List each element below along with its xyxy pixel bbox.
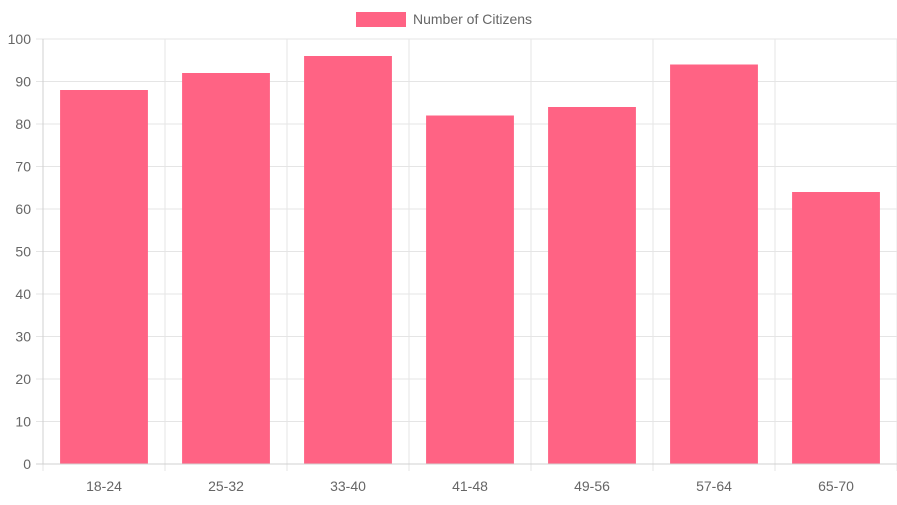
y-tick-label: 0 bbox=[23, 456, 31, 472]
axes bbox=[36, 39, 897, 465]
x-tick-label-33-40: 33-40 bbox=[330, 478, 366, 494]
y-tick-label: 100 bbox=[8, 31, 32, 47]
legend-swatch-number-of-citizens[interactable] bbox=[356, 12, 406, 27]
legend[interactable]: Number of Citizens bbox=[356, 11, 532, 27]
x-tick-label-49-56: 49-56 bbox=[574, 478, 610, 494]
y-tick-label: 90 bbox=[15, 74, 31, 90]
bars bbox=[60, 56, 880, 464]
y-tick-label: 10 bbox=[15, 414, 31, 430]
bar-49-56[interactable] bbox=[548, 107, 636, 464]
x-tick-label-41-48: 41-48 bbox=[452, 478, 488, 494]
bar-18-24[interactable] bbox=[60, 90, 148, 464]
y-tick-label: 30 bbox=[15, 329, 31, 345]
y-tick-label: 70 bbox=[15, 159, 31, 175]
x-tick-label-18-24: 18-24 bbox=[86, 478, 122, 494]
bar-25-32[interactable] bbox=[182, 73, 270, 464]
y-tick-label: 40 bbox=[15, 286, 31, 302]
y-axis-ticks: 0 10 20 30 40 50 60 70 80 90 100 bbox=[8, 31, 32, 472]
y-tick-label: 20 bbox=[15, 371, 31, 387]
x-tick-label-25-32: 25-32 bbox=[208, 478, 244, 494]
bar-41-48[interactable] bbox=[426, 115, 514, 465]
bar-33-40[interactable] bbox=[304, 56, 392, 464]
y-tick-label: 50 bbox=[15, 244, 31, 260]
x-axis-ticks: 18-24 25-32 33-40 41-48 49-56 57-64 65-70 bbox=[86, 478, 854, 494]
y-tick-label: 60 bbox=[15, 201, 31, 217]
legend-label-number-of-citizens[interactable]: Number of Citizens bbox=[413, 11, 532, 27]
x-tick-label-65-70: 65-70 bbox=[818, 478, 854, 494]
bar-57-64[interactable] bbox=[670, 64, 758, 465]
bar-65-70[interactable] bbox=[792, 192, 880, 464]
x-tick-label-57-64: 57-64 bbox=[696, 478, 732, 494]
y-tick-label: 80 bbox=[15, 116, 31, 132]
